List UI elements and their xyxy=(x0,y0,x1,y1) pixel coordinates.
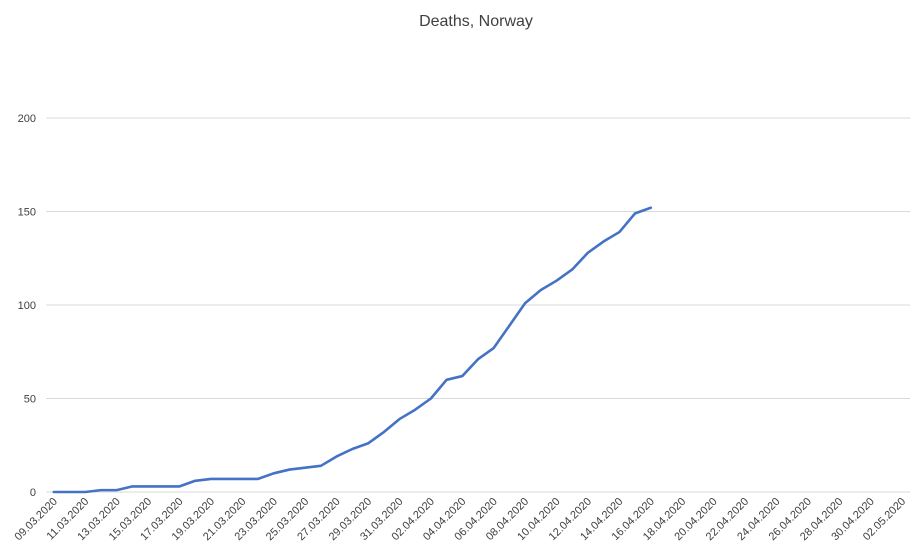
y-tick-label-0: 0 xyxy=(30,487,36,499)
y-tick-label-50: 50 xyxy=(24,394,36,406)
y-tick-label-200: 200 xyxy=(18,113,36,125)
series-group xyxy=(52,206,653,494)
series-line-0 xyxy=(52,206,653,494)
chart-title: Deaths, Norway xyxy=(419,13,533,30)
y-tick-label-150: 150 xyxy=(18,207,36,219)
y-tick-label-100: 100 xyxy=(18,300,36,312)
x-axis-tick-labels: 09.03.202011.03.202013.03.202015.03.2020… xyxy=(13,496,909,543)
y-axis-tick-labels: 0 50 100 150 200 xyxy=(18,113,36,499)
gridlines xyxy=(46,117,910,493)
